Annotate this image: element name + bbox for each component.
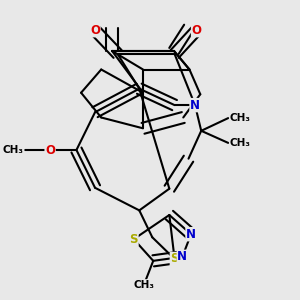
Text: O: O <box>45 143 55 157</box>
Text: N: N <box>177 250 187 263</box>
Text: S: S <box>170 253 179 266</box>
Text: CH₃: CH₃ <box>230 113 251 123</box>
Text: O: O <box>90 24 100 37</box>
Text: CH₃: CH₃ <box>230 138 251 148</box>
Text: O: O <box>192 24 202 37</box>
Text: S: S <box>130 233 138 246</box>
Text: CH₃: CH₃ <box>3 145 24 155</box>
Text: CH₃: CH₃ <box>134 280 154 290</box>
Text: N: N <box>190 99 200 112</box>
Text: N: N <box>186 228 196 241</box>
